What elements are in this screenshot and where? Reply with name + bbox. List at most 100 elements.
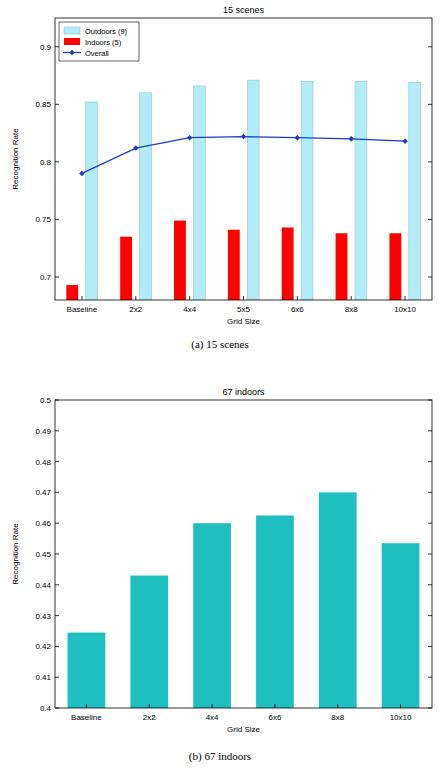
x-tick-label: 2x2 [143, 713, 156, 722]
y-tick [428, 219, 432, 220]
marker [241, 134, 247, 140]
marks [66, 80, 420, 300]
bar [336, 233, 348, 300]
y-tick-label: 0.46 [35, 519, 51, 528]
title: 67 indoors [222, 387, 265, 397]
x-tick-label: 6x6 [268, 713, 281, 722]
bar [193, 86, 205, 300]
legend-box [59, 22, 139, 61]
y-axis-label: Recognition Rate [11, 523, 20, 585]
marker [348, 136, 354, 142]
y-tick [55, 430, 59, 431]
bar [319, 492, 357, 708]
x-axis-label: Grid Size [227, 317, 260, 326]
x-tick [297, 296, 298, 300]
bar [130, 576, 168, 708]
marker [295, 135, 301, 141]
bar [193, 523, 231, 708]
bar [86, 102, 98, 300]
y-tick [428, 46, 432, 47]
marker [187, 135, 193, 141]
chart: 0.40.410.420.430.440.450.460.470.480.490… [11, 387, 432, 763]
x-tick-label: Baseline [71, 713, 102, 722]
legend: Outdoors (9)Indoors (5)Overall [59, 22, 139, 61]
x-tick [337, 704, 338, 708]
y-tick [428, 461, 432, 462]
y-tick-label: 0.4 [40, 704, 52, 713]
y-tick [428, 646, 432, 647]
y-tick [428, 492, 432, 493]
y-tick [428, 104, 432, 105]
y-tick [55, 677, 59, 678]
x-tick-label: 8x8 [331, 713, 344, 722]
x-tick [400, 704, 401, 708]
y-tick [55, 492, 59, 493]
legend-label: Outdoors (9) [85, 27, 128, 36]
y-tick-label: 0.43 [35, 612, 51, 621]
marker [402, 138, 408, 144]
y-tick [428, 554, 432, 555]
x-tick [86, 704, 87, 708]
bar [389, 233, 401, 300]
y-tick [428, 615, 432, 616]
y-tick [428, 276, 432, 277]
x-tick [189, 296, 190, 300]
legend-marker [69, 50, 75, 56]
plot-area [55, 18, 432, 300]
title: 15 scenes [223, 5, 265, 15]
y-tick [55, 276, 59, 277]
y-tick-label: 0.8 [40, 158, 52, 167]
bar [174, 221, 186, 300]
legend-swatch [64, 38, 80, 45]
y-tick [428, 677, 432, 678]
y-tick [428, 161, 432, 162]
y-tick [55, 104, 59, 105]
y-tick-label: 0.75 [35, 215, 51, 224]
y-tick-label: 0.47 [35, 488, 51, 497]
bar [66, 285, 78, 300]
y-tick-label: 0.49 [35, 427, 51, 436]
bar [355, 81, 367, 300]
marks [68, 492, 420, 708]
y-tick-label: 0.85 [35, 100, 51, 109]
legend-label: Indoors (5) [85, 38, 122, 47]
frame [55, 18, 432, 300]
x-tick [81, 296, 82, 300]
x-axis-label: Grid Size [227, 725, 260, 734]
marker [79, 171, 85, 177]
x-tick [274, 704, 275, 708]
x-tick [243, 296, 244, 300]
bar [247, 80, 259, 300]
y-tick [55, 46, 59, 47]
x-tick-label: 4x4 [183, 305, 196, 314]
bar [140, 93, 152, 300]
bar [228, 230, 240, 300]
y-tick-label: 0.41 [35, 673, 51, 682]
x-tick-label: Baseline [67, 305, 98, 314]
y-tick-label: 0.44 [35, 581, 51, 590]
x-tick [135, 296, 136, 300]
y-tick [55, 523, 59, 524]
y-tick [428, 430, 432, 431]
y-tick [55, 646, 59, 647]
x-tick [351, 296, 352, 300]
y-axis-label: Recognition Rate [11, 128, 20, 190]
y-tick [428, 523, 432, 524]
y-tick [55, 161, 59, 162]
y-tick-label: 0.9 [40, 43, 52, 52]
marker [133, 145, 139, 151]
bar [68, 633, 106, 708]
x-tick-label: 4x4 [206, 713, 219, 722]
x-tick [212, 704, 213, 708]
bar [256, 516, 294, 709]
x-tick-label: 10x10 [394, 305, 416, 314]
y-tick-label: 0.45 [35, 550, 51, 559]
x-tick [149, 704, 150, 708]
y-tick [55, 219, 59, 220]
x-tick [405, 296, 406, 300]
x-tick-label: 2x2 [129, 305, 142, 314]
x-tick-label: 8x8 [345, 305, 358, 314]
legend-swatch [64, 27, 80, 34]
line [82, 137, 405, 174]
x-tick-label: 5x5 [237, 305, 250, 314]
